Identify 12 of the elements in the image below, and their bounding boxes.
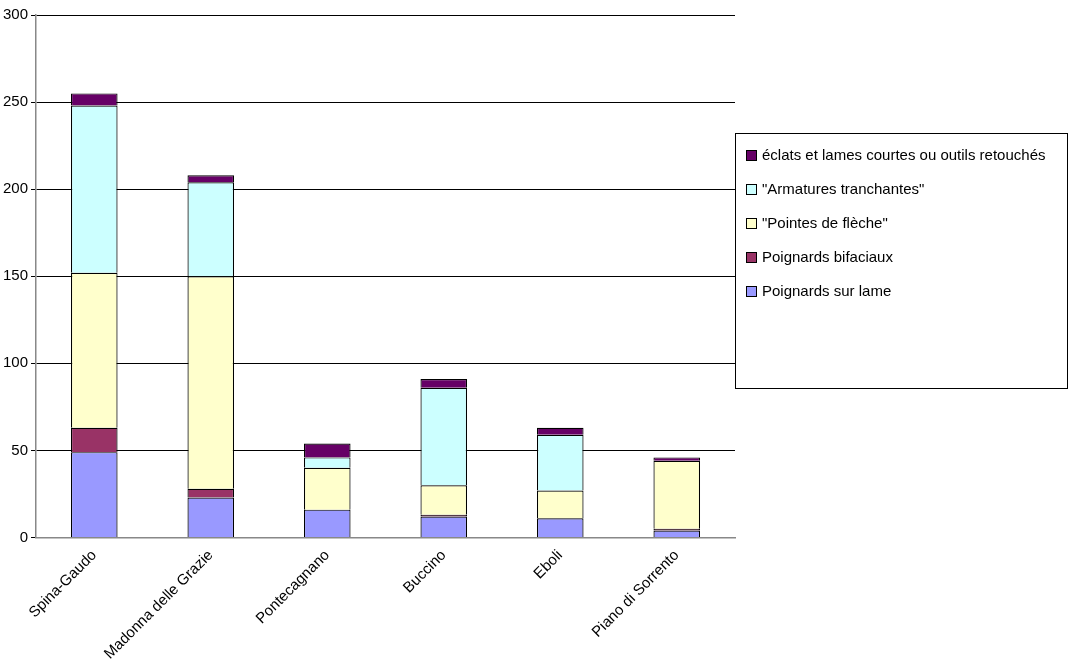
legend-label: Poignards bifaciaux bbox=[762, 248, 893, 265]
y-tick-label: 50 bbox=[11, 440, 29, 458]
legend-label: "Pointes de flèche" bbox=[762, 214, 888, 231]
y-tick-label: 200 bbox=[3, 179, 29, 197]
y-tick-label: 0 bbox=[19, 527, 29, 545]
legend-label: éclats et lames courtes ou outils retouchés bbox=[762, 146, 1046, 163]
legend-label: Poignards sur lame bbox=[762, 282, 892, 299]
y-tick-label: 150 bbox=[3, 266, 29, 284]
y-tick-label: 300 bbox=[3, 5, 29, 23]
y-tick-label: 250 bbox=[3, 92, 29, 110]
legend-label: "Armatures tranchantes" bbox=[762, 180, 925, 197]
y-tick-label: 100 bbox=[3, 353, 29, 371]
